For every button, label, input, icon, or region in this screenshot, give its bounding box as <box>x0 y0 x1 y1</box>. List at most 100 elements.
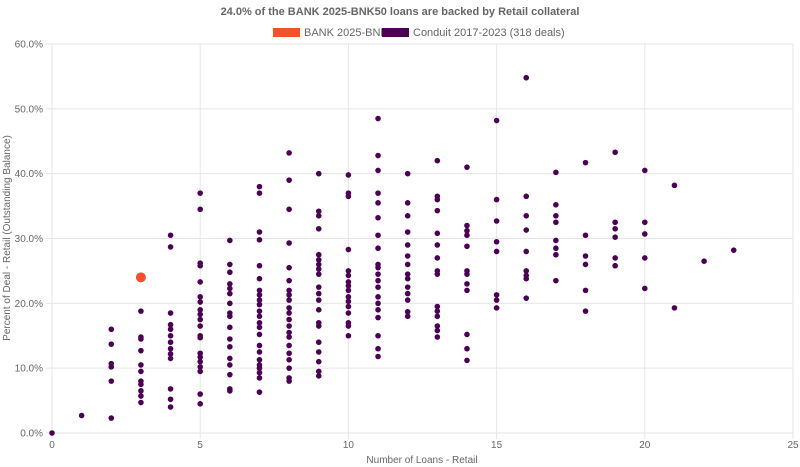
conduit-data-point <box>138 393 144 399</box>
conduit-data-point <box>375 314 381 321</box>
conduit-data-point <box>256 287 263 294</box>
conduit-data-point <box>523 74 530 81</box>
conduit-data-point <box>256 301 263 308</box>
conduit-data-point <box>227 343 233 350</box>
conduit-data-point <box>345 298 352 305</box>
conduit-data-point <box>553 245 559 252</box>
conduit-data-point <box>612 219 618 226</box>
conduit-data-point <box>553 213 559 219</box>
conduit-data-point <box>375 294 381 300</box>
conduit-data-point <box>256 236 263 243</box>
y-tick-label: 40.0% <box>15 169 43 180</box>
conduit-data-point <box>345 287 352 294</box>
conduit-data-point <box>493 117 500 124</box>
conduit-data-point <box>197 401 203 407</box>
y-tick-label: 10.0% <box>15 364 43 375</box>
conduit-data-point <box>493 248 500 255</box>
conduit-data-point <box>256 375 263 381</box>
y-axis-ticks: 0.0% 10.0% 20.0% 30.0% 40.0% 50.0% 60.0% <box>15 40 43 440</box>
conduit-data-point <box>464 281 470 287</box>
conduit-data-point <box>138 368 144 375</box>
conduit-data-point <box>227 355 233 362</box>
conduit-data-point <box>256 229 263 235</box>
conduit-data-point <box>315 319 322 326</box>
conduit-data-point <box>197 332 203 339</box>
conduit-data-point <box>256 262 263 269</box>
conduit-data-point <box>227 300 233 307</box>
conduit-data-point <box>286 305 292 311</box>
conduit-data-point <box>167 351 174 357</box>
conduit-data-point <box>315 290 322 297</box>
conduit-data-point <box>404 261 411 268</box>
x-tick-label: 10 <box>343 440 355 451</box>
x-axis-ticks: 0 5 10 15 20 25 <box>49 440 799 451</box>
conduit-data-point <box>464 232 470 239</box>
conduit-data-point <box>286 334 292 340</box>
conduit-data-point <box>553 169 559 176</box>
conduit-data-point <box>582 232 589 239</box>
conduit-data-point <box>167 321 174 328</box>
conduit-data-point <box>197 299 203 305</box>
conduit-data-point <box>375 214 381 221</box>
conduit-data-point <box>404 170 411 177</box>
data-points <box>49 74 737 436</box>
conduit-data-point <box>315 225 322 232</box>
conduit-data-point <box>227 371 233 378</box>
conduit-data-point <box>315 368 322 375</box>
conduit-data-point <box>167 332 174 339</box>
conduit-data-point <box>167 345 174 352</box>
conduit-data-point <box>493 305 500 311</box>
conduit-data-point <box>197 190 203 196</box>
conduit-data-point <box>523 272 530 279</box>
conduit-data-point <box>434 268 441 274</box>
legend-label-bank: BANK 2025-BNK50 <box>304 27 400 39</box>
conduit-data-point <box>197 323 203 329</box>
conduit-data-point <box>108 326 115 333</box>
conduit-data-point <box>612 234 618 241</box>
conduit-data-point <box>138 347 144 354</box>
conduit-data-point <box>671 305 678 311</box>
conduit-data-point <box>227 269 233 276</box>
conduit-data-point <box>464 287 470 294</box>
conduit-data-point <box>434 327 441 334</box>
conduit-data-point <box>256 331 263 338</box>
conduit-data-point <box>464 345 470 352</box>
conduit-data-point <box>404 313 411 320</box>
conduit-data-point <box>345 332 352 339</box>
conduit-data-point <box>108 378 115 384</box>
conduit-data-point <box>315 349 322 355</box>
conduit-data-point <box>642 167 648 174</box>
x-tick-label: 20 <box>639 440 651 451</box>
conduit-data-point <box>404 271 411 277</box>
conduit-data-point <box>49 430 55 436</box>
conduit-data-point <box>138 388 144 394</box>
conduit-data-point <box>286 177 292 183</box>
conduit-data-point <box>256 183 263 190</box>
conduit-data-point <box>434 308 441 314</box>
conduit-data-point <box>642 219 648 226</box>
conduit-data-point <box>197 311 203 318</box>
conduit-data-point <box>345 279 352 285</box>
conduit-data-point <box>256 342 263 349</box>
conduit-data-point <box>404 242 411 248</box>
conduit-data-point <box>256 275 263 282</box>
conduit-data-point <box>345 310 352 316</box>
legend-swatch-bank <box>273 28 300 37</box>
conduit-data-point <box>138 378 144 384</box>
conduit-data-point <box>138 399 144 406</box>
conduit-data-point <box>315 170 322 177</box>
conduit-data-point <box>315 339 322 346</box>
x-tick-label: 0 <box>49 440 55 451</box>
conduit-data-point <box>315 208 322 215</box>
conduit-data-point <box>434 193 441 200</box>
conduit-data-point <box>464 357 470 364</box>
conduit-data-point <box>523 295 530 301</box>
conduit-data-point <box>315 284 322 290</box>
conduit-data-point <box>464 222 470 229</box>
conduit-data-point <box>375 271 381 277</box>
conduit-data-point <box>553 251 559 258</box>
conduit-data-point <box>553 277 559 284</box>
conduit-data-point <box>553 201 559 208</box>
conduit-data-point <box>256 308 263 314</box>
